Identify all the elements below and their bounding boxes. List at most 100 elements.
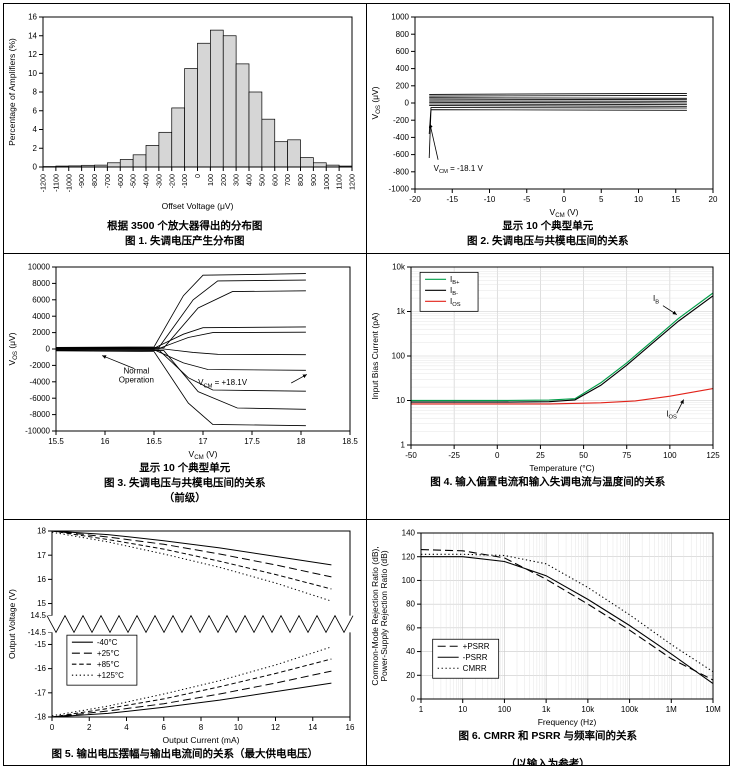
svg-text:100: 100 [401, 576, 415, 585]
axes-frame: 15.5 16 16.5 17 17.5 18 18.5 -10000 -8000 -6000 -4… [7, 263, 358, 461]
figure-1-offset-voltage-distribution-chart: -1200 -1100 -1000 -900 -800 -700 -600 -500 -400-… [7, 13, 357, 211]
figure-2-title: 图 2. 失调电压与共模电压间的关系 [466, 235, 629, 248]
svg-text:300: 300 [231, 174, 240, 186]
svg-text:200: 200 [219, 174, 228, 186]
svg-text:15: 15 [37, 599, 46, 608]
svg-text:-500: -500 [128, 174, 137, 188]
svg-text:60: 60 [406, 623, 415, 632]
svg-text:Output Current (mA): Output Current (mA) [162, 735, 239, 745]
svg-text:2000: 2000 [32, 328, 50, 337]
svg-text:5: 5 [599, 195, 604, 204]
svg-text:Common-Mode Rejection Ratio (d: Common-Mode Rejection Ratio (dB), [370, 546, 380, 685]
svg-text:10: 10 [634, 195, 643, 204]
svg-text:0: 0 [562, 195, 567, 204]
svg-text:400: 400 [244, 174, 253, 186]
svg-text:8000: 8000 [32, 279, 50, 288]
grid [420, 533, 713, 699]
svg-text:100: 100 [391, 352, 405, 361]
svg-text:1k: 1k [542, 705, 551, 714]
svg-text:+PSRR: +PSRR [462, 642, 489, 651]
svg-text:-PSRR: -PSRR [462, 653, 487, 662]
svg-text:4: 4 [32, 125, 37, 134]
svg-text:-900: -900 [77, 174, 86, 188]
svg-text:0: 0 [495, 451, 500, 460]
svg-text:18: 18 [296, 437, 305, 446]
svg-text:2: 2 [87, 723, 92, 732]
svg-text:17: 17 [37, 551, 46, 560]
svg-text:-4000: -4000 [29, 377, 50, 386]
svg-text:Frequency (Hz): Frequency (Hz) [537, 717, 596, 727]
axes-frame: -1200 -1100 -1000 -900 -800 -700 -600 -500 -400-… [7, 13, 357, 211]
legend: +PSRR -PSRR CMRR [432, 638, 499, 679]
figure-6-panel: 1 10 100 1k 10k 100k 1M 10M 0 20 40 60 80 100 120 140 Fr… [366, 520, 729, 765]
svg-text:-10000: -10000 [25, 427, 50, 436]
svg-text:-16: -16 [34, 664, 46, 673]
svg-text:4000: 4000 [32, 312, 50, 321]
svg-text:IB-: IB- [450, 286, 458, 297]
svg-text:VCM = +18.1V: VCM = +18.1V [198, 378, 248, 389]
svg-text:0: 0 [193, 174, 202, 178]
data-series [420, 549, 714, 685]
svg-text:75: 75 [622, 451, 631, 460]
svg-text:VOS (μV): VOS (μV) [370, 86, 382, 119]
svg-text:12: 12 [28, 50, 37, 59]
axes-frame: 0 2 4 6 8 10 12 14 16 18 17 16 15 14.5 -14.5 -15 -16 -17 -… [7, 527, 355, 745]
figure-5-panel: 0 2 4 6 8 10 12 14 16 18 17 16 15 14.5 -14.5 -15 -16 -17 -… [4, 520, 367, 765]
svg-text:VCM (V): VCM (V) [549, 207, 578, 219]
svg-text:100: 100 [206, 174, 215, 186]
svg-text:-5: -5 [523, 195, 531, 204]
svg-text:-10: -10 [483, 195, 495, 204]
svg-text:18.5: 18.5 [342, 437, 358, 446]
axes-frame: -50 -25 0 25 50 75 100 125 1 10 100 1k 10k Temperatur… [370, 263, 720, 473]
datasheet-typical-characteristics-page: -1200 -1100 -1000 -900 -800 -700 -600 -500 -400-… [3, 3, 730, 766]
svg-text:-600: -600 [116, 174, 125, 188]
figure-3-panel: 15.5 16 16.5 17 17.5 18 18.5 -10000 -8000 -6000 -4… [4, 254, 367, 520]
svg-text:-40°C: -40°C [97, 638, 118, 647]
svg-text:+125°C: +125°C [97, 671, 124, 680]
svg-text:-400: -400 [393, 133, 410, 142]
svg-text:600: 600 [395, 47, 409, 56]
svg-text:IOS: IOS [666, 409, 677, 420]
svg-text:Percentage of Amplifiers (%): Percentage of Amplifiers (%) [7, 38, 17, 146]
svg-text:10k: 10k [392, 263, 406, 272]
figure-2-panel: -20 -15 -10 -5 0 5 10 15 20 -1000 -800 -600 -400 -200… [366, 4, 729, 254]
svg-text:1000: 1000 [391, 13, 409, 22]
svg-text:14: 14 [28, 31, 37, 40]
figure-6-title-line2: （以输入为参考） [505, 758, 590, 765]
svg-text:140: 140 [401, 529, 415, 538]
svg-text:14.5: 14.5 [30, 611, 46, 620]
svg-text:-700: -700 [103, 174, 112, 188]
svg-text:4: 4 [124, 723, 129, 732]
svg-text:10k: 10k [581, 705, 595, 714]
svg-text:Offset Voltage (μV): Offset Voltage (μV) [161, 201, 233, 211]
svg-text:1: 1 [400, 441, 405, 450]
svg-text:10M: 10M [705, 705, 721, 714]
svg-text:500: 500 [257, 174, 266, 186]
svg-text:IB+: IB+ [450, 275, 460, 286]
axes-frame: -20 -15 -10 -5 0 5 10 15 20 -1000 -800 -600 -400 -200… [370, 13, 718, 219]
svg-text:100: 100 [663, 451, 677, 460]
figure-4-input-bias-current-vs-temperature-chart: -50 -25 0 25 50 75 100 125 1 10 100 1k 10k Temperatur… [370, 263, 720, 473]
svg-text:20: 20 [406, 671, 415, 680]
svg-text:1000: 1000 [322, 174, 331, 190]
svg-text:-200: -200 [167, 174, 176, 188]
svg-text:VCM = -18.1 V: VCM = -18.1 V [433, 164, 483, 175]
svg-text:1k: 1k [396, 307, 405, 316]
svg-text:0: 0 [410, 695, 415, 704]
annotations: IB IOS [653, 294, 684, 421]
figure-3-note: 显示 10 个典型单元 [139, 462, 231, 474]
svg-text:Normal: Normal [123, 367, 149, 376]
svg-text:0: 0 [45, 345, 50, 354]
svg-text:IB: IB [653, 294, 659, 305]
svg-text:0: 0 [50, 723, 55, 732]
figure-5-title: 图 5. 输出电压摆幅与输出电流间的关系（最大供电电压） [51, 748, 319, 760]
svg-text:-18: -18 [34, 713, 46, 722]
svg-text:17: 17 [198, 437, 207, 446]
svg-text:10000: 10000 [28, 263, 51, 272]
svg-text:VCM (V): VCM (V) [188, 449, 217, 461]
axes-frame: 1 10 100 1k 10k 100k 1M 10M 0 20 40 60 80 100 120 140 Fr… [370, 529, 721, 727]
svg-text:14: 14 [308, 723, 317, 732]
figure-3-vos-vs-vcm-positive-chart: 15.5 16 16.5 17 17.5 18 18.5 -10000 -8000 -6000 -4… [7, 263, 358, 461]
svg-text:Input Bias Current (pA): Input Bias Current (pA) [370, 312, 380, 399]
figure-3-title-line2: （前级） [163, 492, 206, 505]
